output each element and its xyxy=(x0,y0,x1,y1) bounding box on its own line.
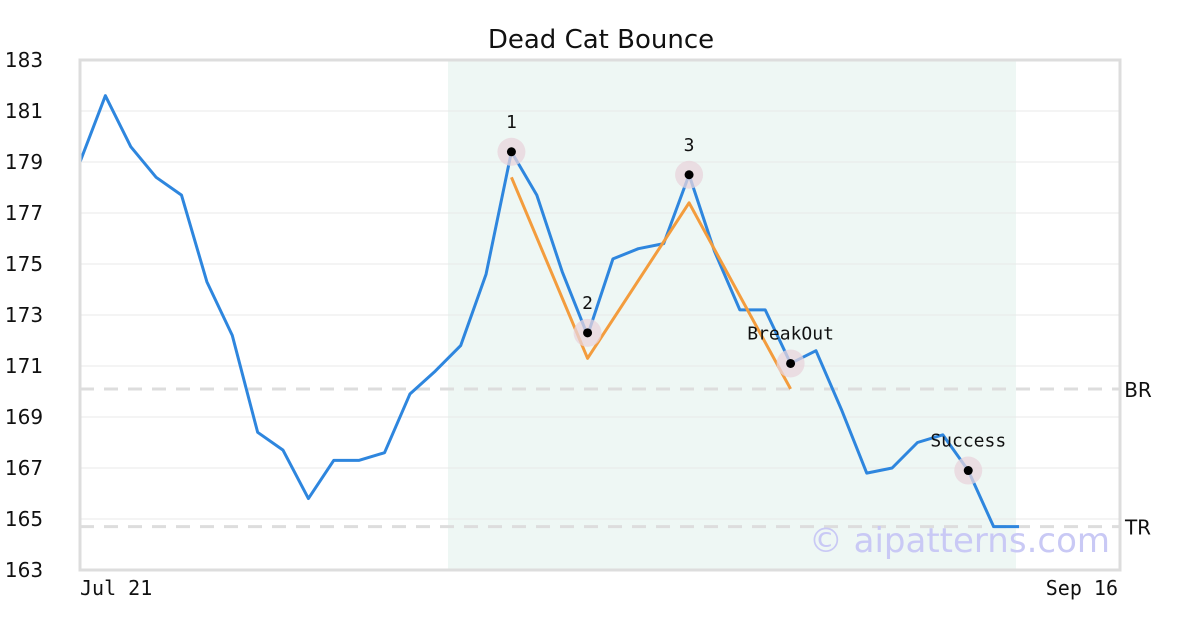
y-tick-label: 167 xyxy=(5,456,43,480)
x-axis-ticks: Jul 21 Sep 16 xyxy=(80,576,1118,600)
annotation-point xyxy=(786,358,796,368)
y-tick-label: 163 xyxy=(5,558,43,582)
x-tick-label: Jul 21 xyxy=(80,576,152,600)
plot-frame xyxy=(78,58,1122,572)
watermark: © aipatterns.com xyxy=(809,521,1110,561)
pattern-line xyxy=(510,176,792,390)
y-tick-label: 173 xyxy=(5,303,43,327)
series-group xyxy=(78,94,1019,529)
y-tick-label: 183 xyxy=(5,48,43,72)
y-tick-label: 175 xyxy=(5,252,43,276)
reference-line-label: BR xyxy=(1124,378,1152,402)
y-tick-label: 171 xyxy=(5,354,43,378)
y-tick-label: 181 xyxy=(5,99,43,123)
chart-title: Dead Cat Bounce xyxy=(488,25,714,55)
x-tick-label: Sep 16 xyxy=(1046,576,1118,600)
y-axis-ticks: 183 181 179 177 175 173 171 169 167 165 163 xyxy=(5,48,43,582)
annotation-point xyxy=(963,466,973,476)
y-tick-label: 165 xyxy=(5,507,43,531)
annotation-label: BreakOut xyxy=(747,323,834,344)
y-tick-label: 179 xyxy=(5,150,43,174)
annotation-label: 2 xyxy=(582,293,593,314)
annotation-label: 1 xyxy=(506,112,517,133)
annotation-label: Success xyxy=(930,431,1006,452)
annotations: 1 2 3 BreakOut Success xyxy=(497,112,1006,485)
reference-line-label: TR xyxy=(1124,516,1151,540)
annotation-point xyxy=(583,328,593,338)
annotation-point xyxy=(684,170,694,180)
gridlines xyxy=(80,110,1120,520)
reference-lines: BR TR xyxy=(80,378,1152,540)
y-tick-label: 169 xyxy=(5,405,43,429)
price-line xyxy=(78,94,1019,529)
annotation-label: 3 xyxy=(684,135,695,156)
y-tick-label: 177 xyxy=(5,201,43,225)
annotation-point xyxy=(506,147,516,157)
